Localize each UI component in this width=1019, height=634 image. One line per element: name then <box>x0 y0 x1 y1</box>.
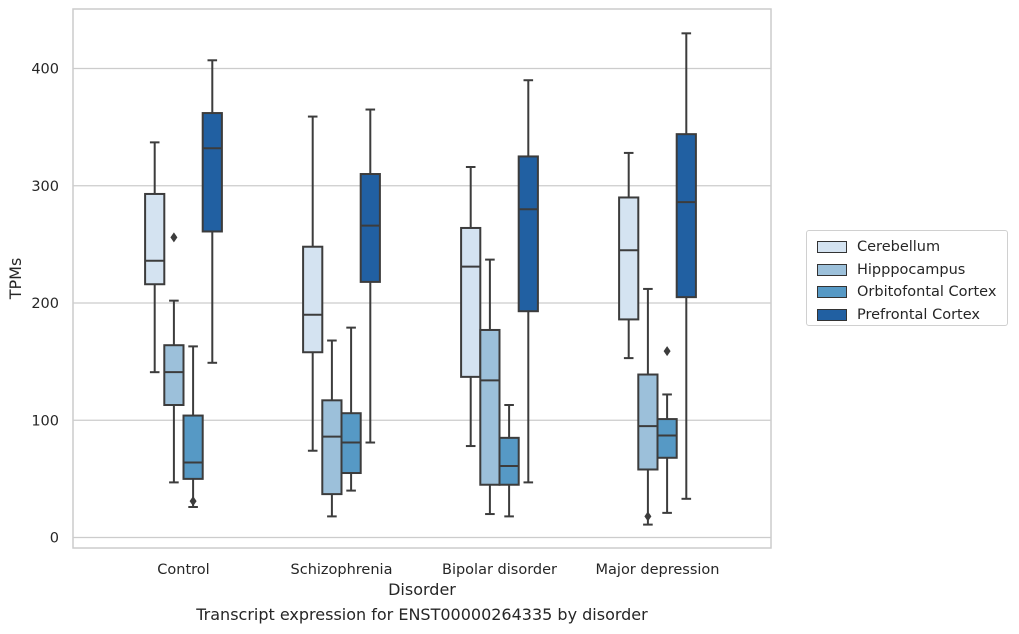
box-major-depression-hipppocampus-iqr <box>637 373 659 471</box>
box-schizophrenia-cerebellum-iqr <box>302 245 324 354</box>
box-control-hipppocampus-outlier-0 <box>170 232 178 243</box>
legend-item-hippocampus: Hipppocampus <box>817 259 997 282</box>
plot-frame <box>72 8 772 549</box>
y-tick-label-300: 300 <box>31 179 59 195</box>
legend-label-cerebellum: Cerebellum <box>857 239 941 256</box>
legend-item-prefrontal-cortex: Prefrontal Cortex <box>817 304 997 327</box>
box-major-depression-prefrontal-cortex-iqr <box>675 133 697 299</box>
legend-item-cerebellum: Cerebellum <box>817 236 997 259</box>
x-axis-label: Disorder <box>388 580 456 599</box>
box-control-orbitofontal-cortex-outlier-0 <box>189 496 197 507</box>
x-tick-label-schizophrenia: Schizophrenia <box>291 562 393 578</box>
box-schizophrenia-hipppocampus-iqr <box>321 399 343 496</box>
box-control-orbitofontal-cortex-iqr <box>182 414 204 480</box>
y-tick-label-0: 0 <box>50 531 59 547</box>
legend-swatch-prefrontal-cortex <box>817 308 847 321</box>
box-bipolar-disorder-hipppocampus-iqr <box>479 328 501 486</box>
box-major-depression-orbitofontal-cortex-outlier-0 <box>663 346 671 357</box>
box-major-depression-orbitofontal-cortex-iqr <box>656 418 678 459</box>
y-tick-label-100: 100 <box>31 413 59 429</box>
x-tick-label-bipolar-disorder: Bipolar disorder <box>442 562 557 578</box>
y-tick-label-200: 200 <box>31 296 59 312</box>
box-schizophrenia-prefrontal-cortex-iqr <box>359 173 381 283</box>
legend-label-orbitofrontal-cortex: Orbitofontal Cortex <box>857 284 997 301</box>
legend-label-prefrontal-cortex: Prefrontal Cortex <box>857 306 980 323</box>
legend-swatch-orbitofrontal-cortex <box>817 286 847 299</box>
box-control-prefrontal-cortex-iqr <box>201 112 223 233</box>
box-bipolar-disorder-cerebellum-iqr <box>460 226 482 378</box>
box-control-cerebellum-iqr <box>144 192 166 286</box>
box-bipolar-disorder-orbitofontal-cortex-iqr <box>498 436 520 486</box>
box-control-hipppocampus-iqr <box>163 344 185 407</box>
legend-item-orbitofrontal-cortex: Orbitofontal Cortex <box>817 281 997 304</box>
box-major-depression-hipppocampus-outlier-0 <box>644 511 652 522</box>
box-bipolar-disorder-prefrontal-cortex-iqr <box>517 155 539 313</box>
y-tick-label-400: 400 <box>31 62 59 78</box>
legend-swatch-cerebellum <box>817 241 847 254</box>
box-major-depression-cerebellum-iqr <box>618 196 640 321</box>
figure-caption: Transcript expression for ENST0000026433… <box>196 605 648 624</box>
legend-label-hippocampus: Hipppocampus <box>857 261 966 278</box>
chart-legend: Cerebellum Hipppocampus Orbitofontal Cor… <box>806 230 1008 326</box>
y-axis-label: TPMs <box>6 258 25 301</box>
legend-swatch-hippocampus <box>817 263 847 276</box>
x-tick-label-major-depression: Major depression <box>596 562 720 578</box>
x-tick-label-control: Control <box>157 562 209 578</box>
